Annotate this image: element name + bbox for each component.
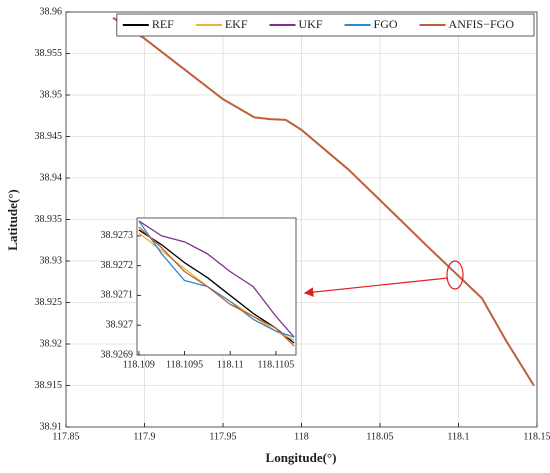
- x-tick-label: 117.85: [52, 431, 79, 442]
- x-tick-label: 117.9: [133, 431, 155, 442]
- highlight-ellipse: [446, 260, 464, 290]
- legend-label: UKF: [299, 17, 323, 31]
- inset-plot: 118.109 118.1095 118.11 118.1105 38.9269 38.9…: [101, 217, 297, 370]
- x-tick-label: 118.1105: [258, 359, 295, 370]
- series-line: [112, 16, 535, 387]
- plot-area: [137, 218, 296, 355]
- x-axis-title: Longitude(°): [266, 450, 337, 465]
- zoom-arrow: [303, 277, 449, 297]
- y-tick-label: 38.955: [35, 48, 63, 59]
- x-tick-label: 118.1095: [166, 359, 203, 370]
- y-tick-label: 38.925: [35, 297, 63, 308]
- legend-label: REF: [152, 17, 174, 31]
- legend: REF EKF UKF FGO ANFIS−FGO: [116, 13, 535, 37]
- y-tick-label: 38.94: [40, 172, 63, 183]
- y-tick-label: 38.93: [40, 255, 63, 266]
- x-tick-label: 118.1: [447, 431, 469, 442]
- y-tick-label: 38.9272: [101, 260, 134, 271]
- series-line: [138, 220, 295, 338]
- legend-frame: [116, 13, 535, 37]
- y-tick-label: 38.9269: [101, 349, 134, 360]
- y-tick-label: 38.95: [40, 89, 63, 100]
- y-tick-label: 38.91: [40, 421, 63, 432]
- x-tick-label: 118.05: [366, 431, 393, 442]
- series-line: [138, 220, 295, 338]
- x-tick-label: 118.15: [523, 431, 550, 442]
- legend-label: EKF: [225, 17, 248, 31]
- legend-label: FGO: [374, 17, 398, 31]
- x-tick-label: 118.11: [217, 359, 244, 370]
- y-tick-label: 38.927: [106, 320, 134, 331]
- y-tick-label: 38.92: [40, 338, 63, 349]
- y-tick-label: 38.915: [35, 380, 63, 391]
- x-tick-label: 117.95: [209, 431, 236, 442]
- x-tick-label: 118.109: [123, 359, 155, 370]
- y-tick-label: 38.945: [35, 131, 63, 142]
- legend-label: ANFIS−FGO: [449, 17, 515, 31]
- plot-frame: [65, 11, 538, 428]
- y-tick-label: 38.9273: [101, 230, 134, 241]
- series-line: [138, 226, 295, 347]
- x-tick-label: 118: [294, 431, 309, 442]
- y-tick-label: 38.935: [35, 214, 63, 225]
- y-tick-label: 38.96: [40, 6, 63, 17]
- y-axis-title: Latitude(°): [5, 189, 20, 251]
- plot-frame: [136, 217, 297, 356]
- y-tick-label: 38.9271: [101, 290, 134, 301]
